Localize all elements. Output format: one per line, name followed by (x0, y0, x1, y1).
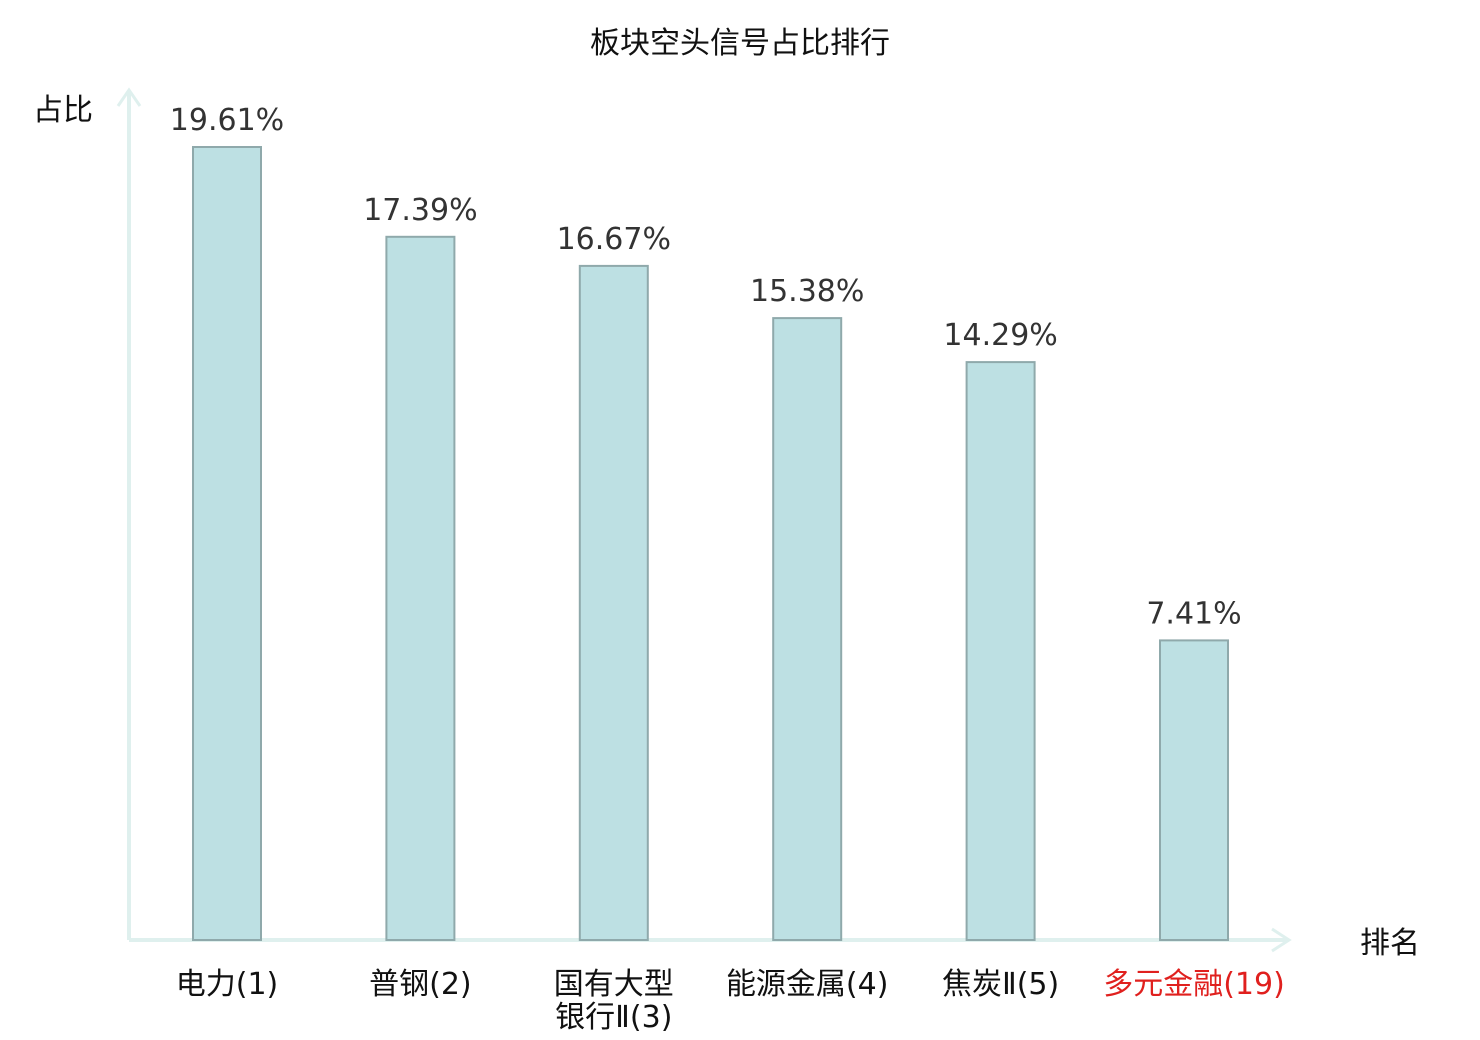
bar (578, 264, 649, 941)
x-axis-title: 排名 (1360, 926, 1420, 961)
y-axis-title: 占比 (33, 93, 93, 128)
category-label: 多元金融(19) (1103, 967, 1285, 1002)
bar (192, 146, 262, 941)
category-label: 焦炭Ⅱ(5) (942, 967, 1059, 1002)
bar-value-label: 19.61% (170, 103, 284, 138)
category-label: 普钢(2) (369, 967, 472, 1002)
bar-value-label: 15.38% (750, 274, 864, 309)
bar (965, 361, 1036, 942)
category-label: 国有大型 (554, 967, 674, 1002)
bar-value-label: 7.41% (1146, 596, 1241, 631)
x-axis-arrow (1271, 927, 1292, 953)
category-label: 能源金属(4) (726, 967, 889, 1002)
category-label: 银行Ⅱ(3) (555, 1000, 672, 1035)
category-label: 电力(1) (176, 967, 279, 1002)
y-axis-arrow (116, 87, 142, 107)
bar-value-label: 14.29% (943, 318, 1057, 353)
chart-title: 板块空头信号占比排行 (590, 26, 890, 61)
bar (1159, 639, 1229, 942)
bar-value-label: 17.39% (363, 193, 477, 228)
bar (772, 317, 843, 942)
bar-value-label: 16.67% (557, 222, 671, 257)
bar (385, 235, 456, 942)
